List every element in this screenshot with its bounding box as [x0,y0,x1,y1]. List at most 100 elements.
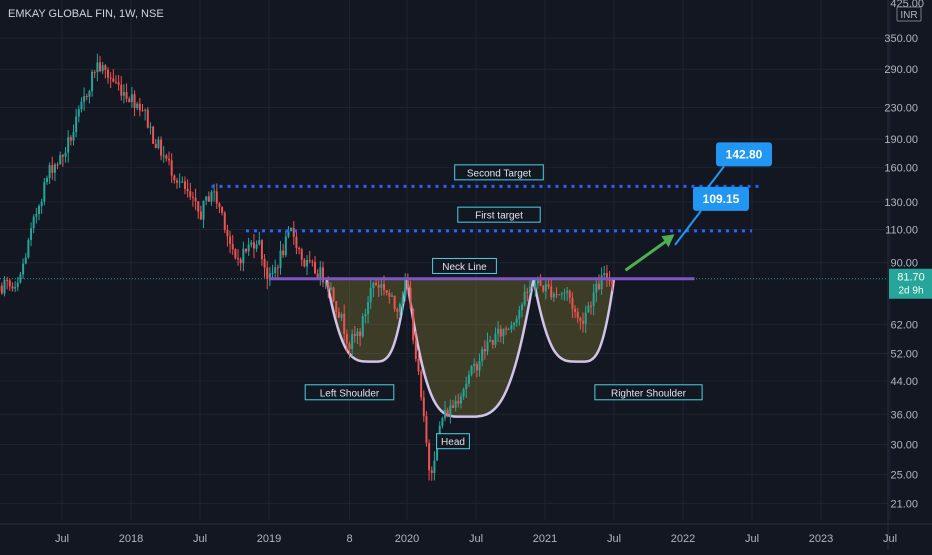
candle-body [386,290,388,293]
candle-body [425,416,427,443]
x-tick-label: 2020 [395,533,419,545]
candle-body [248,245,250,252]
candle-body [314,262,316,273]
candle-body [123,92,125,95]
candle-body [14,287,16,288]
candle-body [598,284,600,290]
candle-body [112,79,114,82]
candle-body [556,294,558,295]
candle-body [479,361,481,370]
candle-body [11,286,13,288]
candle-body [70,137,72,140]
candle-body [211,192,213,202]
y-tick-label: 190.00 [884,134,918,146]
candle-body [487,342,489,352]
x-tick-label: 2022 [671,533,695,545]
candle-body [338,312,340,318]
candle-body [447,410,449,417]
candle-body [404,280,406,297]
candle-body [354,334,356,336]
candle-body [290,228,292,231]
candle-body [306,260,308,266]
candle-body [471,366,473,375]
candle-body [59,155,61,165]
candle-body [187,189,189,191]
candle-body [75,116,77,132]
candle-body [264,259,266,268]
target-arrow [626,240,668,270]
candle-body [27,240,29,258]
candle-body [91,72,93,91]
y-tick-label: 230.00 [884,103,918,115]
candle-body [1,286,3,294]
candle-body [134,94,136,108]
candle-body [590,306,592,307]
candle-body [51,165,53,173]
candle-body [195,198,197,202]
candle-body [232,244,234,249]
candle-body [107,70,109,78]
candlesticks [0,54,613,481]
y-tick-label: 425.00 [890,0,924,10]
candle-body [441,418,443,426]
candle-body [460,397,462,404]
candle-body [245,249,247,252]
candle-body [157,140,159,148]
candle-body [418,359,420,371]
candle-body [548,284,550,286]
candle-body [468,375,470,384]
candle-body [367,302,369,314]
candle-body [261,240,263,259]
candle-body [609,280,611,281]
candle-body [78,109,80,116]
candle-body [65,153,67,157]
candle-body [465,384,467,389]
candle-body [489,340,491,341]
y-tick-label: 44.00 [890,376,918,388]
candle-body [497,329,499,334]
candle-body [285,237,287,256]
candle-body [46,178,48,182]
candle-body [303,260,305,267]
x-tick-label: 2019 [257,533,281,545]
candle-body [463,389,465,396]
candle-body [587,306,589,313]
candle-body [410,288,412,309]
candle-body [86,96,88,97]
candle-body [420,371,422,397]
candle-body [399,304,401,312]
x-tick-label: 2021 [533,533,557,545]
candle-body [54,164,56,172]
candle-body [566,291,568,293]
candle-body [9,280,11,286]
candle-body [502,329,504,337]
candle-body [327,282,329,289]
candle-body [126,92,128,99]
candle-body [510,325,512,328]
candle-body [582,321,584,324]
candle-body [226,230,228,236]
candle-body [57,164,59,165]
candle-body [550,287,552,298]
candle-body [444,410,446,418]
candle-body [240,259,242,263]
candle-body [494,334,496,345]
annotation-label: Left Shoulder [320,388,380,399]
callout-pointer [675,211,701,245]
candle-body [516,319,518,323]
candle-body [431,470,433,473]
candle-body [473,364,475,366]
y-tick-label: 25.00 [890,470,918,482]
price-axis[interactable]: 425.00INR21.0025.0030.0036.0044.0052.006… [884,0,932,550]
candle-body [577,312,579,318]
candle-body [237,258,239,259]
candle-body [428,443,430,470]
candle-body [250,242,252,244]
candle-body [364,314,366,316]
candle-body [574,309,576,312]
candle-body [370,288,372,302]
annotation-label: Neck Line [442,262,487,273]
